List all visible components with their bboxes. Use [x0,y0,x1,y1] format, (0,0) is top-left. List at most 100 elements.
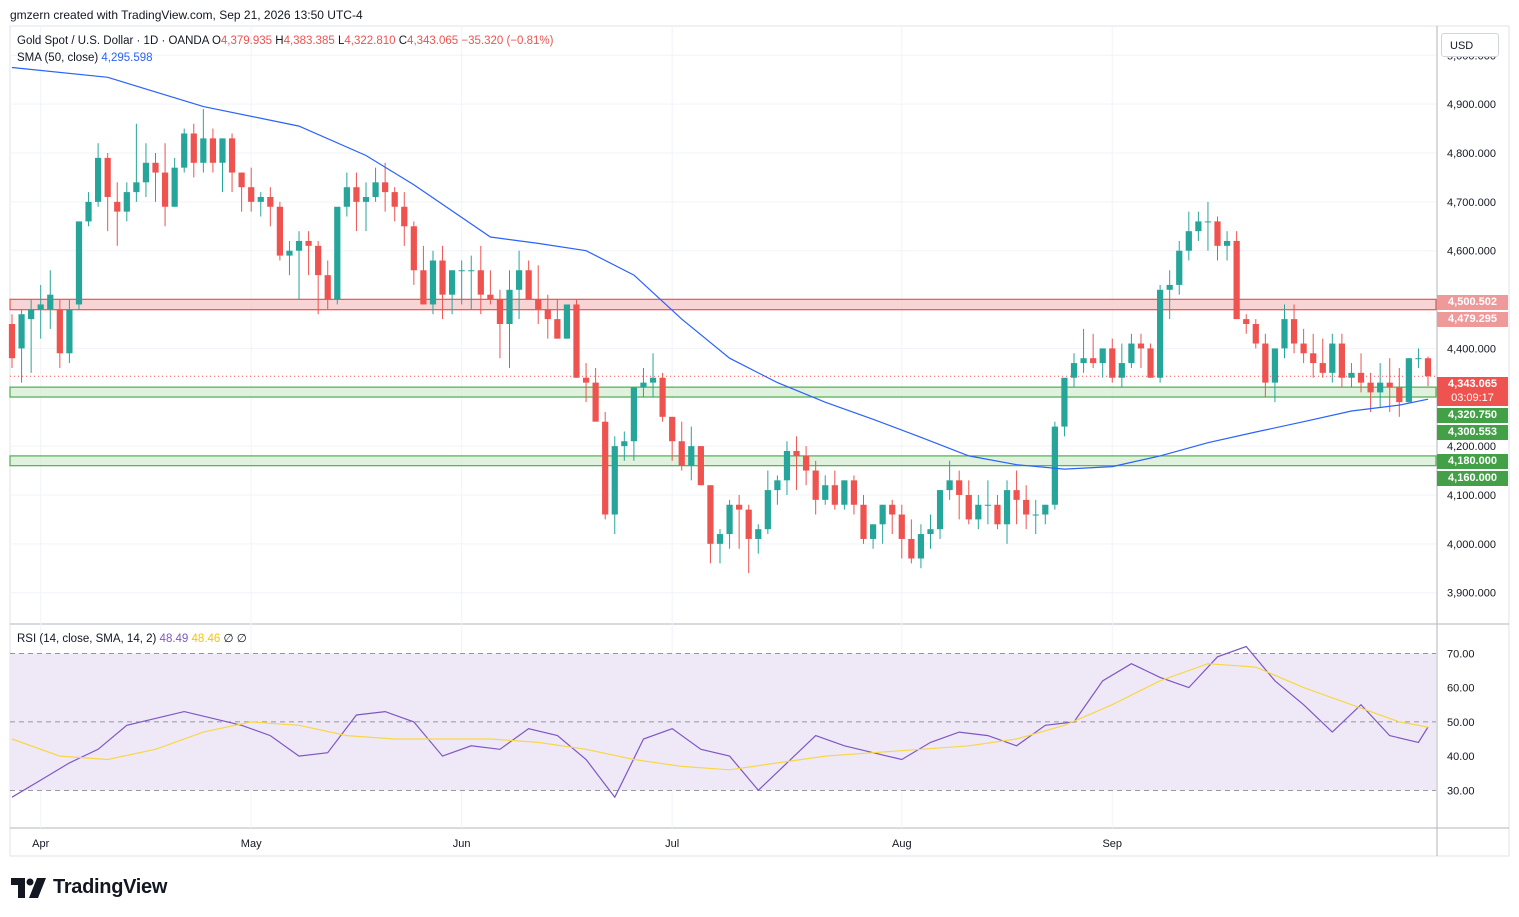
candle-body [573,304,580,378]
candle-body [841,480,848,505]
candle-body [860,504,867,539]
legend-close: 4,343.065 [407,35,459,47]
candle-body [1013,490,1020,500]
candle-body [515,270,523,290]
candle-body [640,382,647,388]
candle-body [1243,319,1250,324]
candles [8,109,1432,574]
rsi-legend-extra2: ∅ [236,633,247,645]
candle-body [783,451,791,481]
legend-close-label: C [398,35,408,47]
candle-body [1003,490,1011,525]
candle-body [716,534,724,544]
time-tick-label: Aug [892,838,912,850]
legend-open-label: O [211,35,221,47]
legend-low: 4,322.810 [344,35,396,47]
currency-selector[interactable]: USD [1441,33,1499,57]
candle-body [401,206,408,227]
candle-body [1118,363,1125,378]
candle-body [47,294,54,310]
candle-body [152,162,159,173]
candle-body [334,206,341,300]
candle-body [1271,348,1279,383]
candle-body [75,221,83,305]
rsi-legend: RSI (14, close, SMA, 14, 2) 48.49 48.46 … [17,631,247,645]
candle-body [678,441,685,466]
axes: 3,900.0004,000.0004,100.0004,200.0004,30… [32,50,1496,850]
price-tick-label: 4,800.000 [1447,148,1496,160]
time-tick-label: May [241,838,262,850]
candle-body [726,504,733,535]
candle-body [477,270,484,295]
support1-top-label: 4,320.750 [1437,408,1508,423]
candle-body [688,446,695,466]
candle-body [257,196,264,202]
candle-body [104,157,111,197]
candle-body [1080,358,1087,364]
candle-body [362,196,370,202]
candle-body [276,206,284,256]
rsi-legend-extra1: ∅ [223,633,234,645]
support2-bottom-label: 4,160.000 [1437,471,1508,486]
rsi-legend-value: 48.49 [159,633,189,645]
candle-body [936,490,944,530]
tradingview-logo[interactable]: TradingView [11,876,167,899]
time-tick-label: Jun [453,838,471,850]
candle-body [889,504,896,515]
candle-body [879,504,886,525]
candle-body [869,524,877,539]
sma-legend: SMA (50, close) 4,295.598 [17,52,153,64]
candle-body [382,182,389,193]
candle-body [831,485,838,505]
candle-body [1290,319,1298,344]
candle-body [1204,221,1212,223]
candle-body [496,299,504,324]
candle-body [324,275,331,300]
candle-body [1396,387,1403,403]
candle-body [295,240,303,251]
candle-body [85,201,92,222]
last-price-label: 4,343.065 [1437,377,1508,392]
candle-body [630,387,638,442]
candle-body [1185,231,1192,251]
resistance-top-label: 4,500.502 [1437,295,1508,310]
rsi-panel [10,645,1436,799]
candle-body [448,270,456,295]
price-legend: Gold Spot / U.S. Dollar · 1D · OANDA O4,… [17,35,554,47]
candle-body [649,377,657,383]
candle-body [458,270,465,272]
candle-body [1300,343,1307,354]
candle-body [1090,358,1097,364]
candle-body [764,490,771,530]
candle-body [190,133,197,163]
price-tick-label: 4,900.000 [1447,99,1496,111]
candle-body [1319,363,1326,373]
price-zones [9,298,1437,467]
candle-body [850,480,858,505]
candle-body [286,250,293,256]
candle-body [1223,240,1231,246]
candle-body [621,441,628,447]
candle-body [1348,372,1355,378]
candle-body [535,299,542,310]
candle-body [372,182,379,197]
candle-body [822,485,829,500]
time-tick-label: Jul [665,838,679,850]
support2-top-label: 4,180.000 [1437,454,1508,469]
candle-body [114,201,121,212]
legend-high-label: H [275,35,284,47]
candle-body [1367,382,1374,393]
candle-body [1166,284,1173,290]
candle-body [219,138,226,163]
candle-body [1233,240,1240,320]
candle-body [1281,319,1288,349]
candle-body [1042,504,1049,515]
candle-body [343,187,350,207]
candle-body [554,319,561,339]
countdown-label: 03:09:17 [1437,391,1508,406]
candle-body [563,304,571,339]
sma-legend-value: 4,295.598 [101,52,153,64]
candle-body [984,504,992,506]
legend-change: −35.320 (−0.81%) [461,35,554,47]
